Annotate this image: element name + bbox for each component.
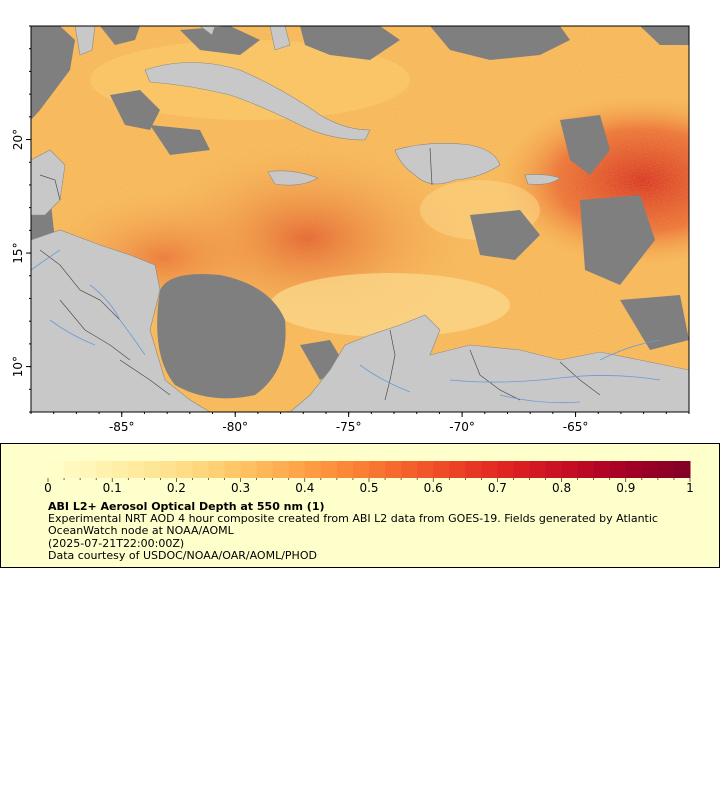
- colorbar-swatch: [192, 461, 209, 478]
- colorbar-label: 0.5: [359, 481, 379, 495]
- x-tick-label: -65°: [563, 420, 589, 434]
- colorbar-swatch: [577, 461, 595, 478]
- colorbar-swatch: [224, 461, 242, 478]
- colorbar-swatch: [64, 461, 81, 478]
- x-tick-label: -80°: [222, 420, 248, 434]
- x-tick-label: -70°: [449, 420, 475, 434]
- colorbar-swatch: [288, 461, 306, 478]
- colorbar-swatch: [513, 461, 530, 478]
- puerto-rico: [524, 174, 561, 185]
- x-tick-label: -75°: [336, 420, 362, 434]
- colorbar-label: 0.4: [295, 481, 315, 495]
- rivers: [31, 249, 661, 404]
- colorbar-swatch: [401, 461, 418, 478]
- colorbar-swatch: [545, 461, 563, 478]
- colorbar-swatch: [673, 461, 691, 478]
- legend-title: ABI L2+ Aerosol Optical Depth at 550 nm …: [48, 500, 325, 513]
- y-tick-label: 15°: [11, 242, 25, 263]
- colorbar-swatch: [208, 461, 226, 478]
- colorbar-label: 0.8: [552, 481, 572, 495]
- colorbar-swatch: [80, 461, 97, 478]
- colorbar-swatch: [369, 461, 386, 478]
- colorbar-swatch: [272, 461, 290, 478]
- colorbar-swatch: [497, 461, 514, 478]
- colorbar-label: 0: [44, 481, 52, 495]
- colorbar-swatch: [256, 461, 274, 478]
- colorbar-swatch: [625, 461, 643, 478]
- colorbar-swatch: [385, 461, 402, 478]
- south-america: [289, 314, 689, 412]
- legend-panel: 0 0.1 0.2 0.3 0.4 0.5 0.6 0.7 0.8 0.9 1 ABI L2+ Ae…: [0, 443, 720, 568]
- colorbar-swatch: [112, 461, 129, 478]
- colorbar-label: 0.2: [166, 481, 186, 495]
- colorbar-swatch: [48, 461, 65, 478]
- colorbar-swatch: [657, 461, 675, 478]
- jamaica: [267, 170, 319, 186]
- colorbar-swatch: [96, 461, 113, 478]
- legend-timestamp: (2025-07-21T22:00:00Z): [48, 537, 185, 550]
- colorbar-swatch: [320, 461, 338, 478]
- colorbar-swatch: [433, 461, 450, 478]
- colorbar-swatch: [481, 461, 498, 478]
- x-axis: -85° -80° -75° -70° -65°: [30, 412, 690, 434]
- colorbar-swatch: [529, 461, 547, 478]
- colorbar-label: 0.6: [423, 481, 443, 495]
- colorbar-swatch: [160, 461, 177, 478]
- colorbar-label: 0.3: [231, 481, 251, 495]
- hispaniola: [394, 143, 501, 185]
- legend-credit: Data courtesy of USDOC/NOAA/OAR/AOML/PHO…: [48, 549, 317, 562]
- y-tick-label: 10°: [11, 356, 25, 377]
- colorbar-swatch: [240, 461, 258, 478]
- colorbar-swatch: [417, 461, 434, 478]
- colorbar-label: 0.7: [487, 481, 507, 495]
- y-tick-label: 20°: [11, 129, 25, 150]
- aod-map: -85° -80° -75° -70° -65° 20° 15° 10°: [11, 25, 690, 434]
- legend-description: Experimental NRT AOD 4 hour composite cr…: [48, 512, 658, 537]
- colorbar-swatch: [561, 461, 579, 478]
- colorbar-label: 1: [686, 481, 694, 495]
- colorbar-swatch: [304, 461, 322, 478]
- colorbar-swatch: [144, 461, 161, 478]
- colorbar-label: 0.1: [102, 481, 122, 495]
- colorbar-swatch: [176, 461, 193, 478]
- colorbar-label: 0.9: [616, 481, 636, 495]
- colorbar-swatch: [641, 461, 659, 478]
- colorbar-swatch: [352, 461, 370, 478]
- x-tick-label: -85°: [109, 420, 135, 434]
- y-axis: 20° 15° 10°: [11, 25, 31, 413]
- colorbar-swatch: [593, 461, 611, 478]
- colorbar-swatch: [128, 461, 145, 478]
- colorbar-swatch: [465, 461, 482, 478]
- country-borders: [39, 147, 601, 401]
- colorbar-swatch: [609, 461, 627, 478]
- cuba: [144, 62, 371, 141]
- colorbar-swatch: [449, 461, 466, 478]
- plot-frame: [30, 25, 690, 413]
- colorbar: [47, 461, 691, 482]
- colorbar-swatch: [336, 461, 354, 478]
